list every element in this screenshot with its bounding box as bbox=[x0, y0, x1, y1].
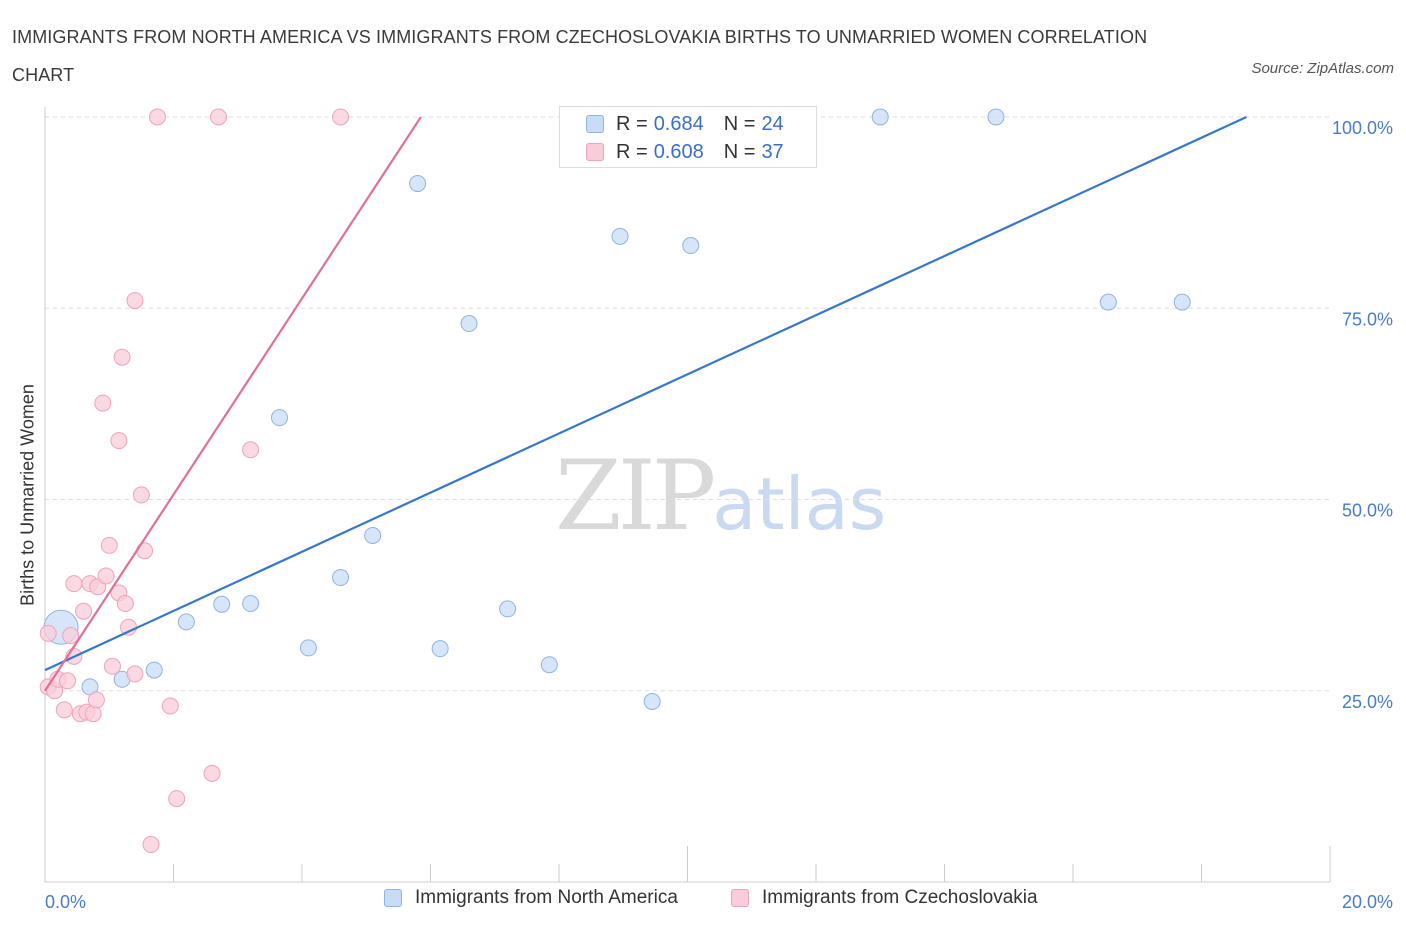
point-north-america bbox=[611, 227, 629, 245]
point-north-america bbox=[364, 526, 382, 544]
point-czechoslovakia bbox=[168, 790, 186, 808]
chart-title: IMMIGRANTS FROM NORTH AMERICA VS IMMIGRA… bbox=[12, 27, 1148, 85]
correlation-legend: R = 0.684 N = 24 R = 0.608 N = 37 bbox=[559, 106, 817, 168]
y-tick-label: 75.0% bbox=[1342, 309, 1393, 329]
point-czechoslovakia bbox=[136, 542, 154, 560]
point-czechoslovakia bbox=[58, 672, 76, 690]
point-czechoslovakia bbox=[116, 595, 134, 613]
legend-r-label: R = bbox=[616, 140, 648, 163]
point-north-america bbox=[1099, 293, 1117, 311]
point-czechoslovakia bbox=[84, 705, 102, 723]
tick-labels: 25.0% 50.0% 75.0% 100.0% 0.0% 20.0% bbox=[45, 118, 1393, 912]
watermark-atlas: atlas bbox=[712, 462, 887, 546]
point-czechoslovakia bbox=[126, 292, 144, 310]
watermark-zip: ZIP bbox=[555, 440, 716, 552]
point-north-america bbox=[1173, 293, 1191, 311]
legend-swatch-blue bbox=[384, 889, 402, 907]
point-czechoslovakia bbox=[103, 657, 121, 675]
legend-n-value: 24 bbox=[761, 112, 784, 135]
grid-lines bbox=[45, 116, 1330, 692]
data-points bbox=[39, 108, 1191, 854]
point-czechoslovakia bbox=[332, 108, 350, 126]
y-tick-label: 100.0% bbox=[1332, 118, 1393, 138]
point-czechoslovakia bbox=[148, 108, 166, 126]
point-north-america bbox=[332, 569, 350, 587]
point-czechoslovakia bbox=[94, 394, 112, 412]
point-north-america bbox=[460, 315, 478, 333]
source-label: Source: ZipAtlas.com bbox=[1251, 60, 1394, 77]
point-north-america bbox=[145, 661, 163, 679]
legend-swatch-blue bbox=[586, 115, 604, 133]
point-czechoslovakia bbox=[62, 627, 80, 645]
legend-r-label: R = bbox=[616, 112, 648, 135]
point-czechoslovakia bbox=[126, 665, 144, 683]
legend-item-czechoslovakia: Immigrants from Czechoslovakia bbox=[731, 887, 1038, 909]
legend-n-value: 37 bbox=[761, 140, 784, 163]
point-czechoslovakia bbox=[242, 441, 260, 459]
legend-n-label: N = bbox=[723, 112, 756, 135]
point-czechoslovakia bbox=[142, 836, 160, 854]
point-north-america bbox=[409, 175, 427, 193]
point-north-america bbox=[499, 600, 517, 618]
point-czechoslovakia bbox=[132, 486, 150, 504]
point-north-america bbox=[271, 409, 289, 427]
watermark: ZIPatlas bbox=[555, 440, 886, 552]
point-north-america bbox=[431, 640, 449, 658]
point-czechoslovakia bbox=[110, 432, 128, 450]
point-north-america bbox=[299, 639, 317, 657]
legend-row-czechoslovakia: R = 0.608 N = 37 bbox=[586, 139, 784, 165]
legend-r-value: 0.608 bbox=[653, 140, 704, 163]
point-north-america bbox=[177, 613, 195, 631]
x-tick-label-left: 0.0% bbox=[45, 892, 86, 912]
point-north-america bbox=[682, 237, 700, 255]
y-tick-label: 25.0% bbox=[1342, 692, 1393, 712]
point-czechoslovakia bbox=[97, 567, 115, 585]
legend-label: Immigrants from Czechoslovakia bbox=[762, 887, 1038, 908]
legend-row-north-america: R = 0.684 N = 24 bbox=[586, 111, 784, 137]
point-north-america bbox=[213, 595, 231, 613]
trend-line-czechoslovakia bbox=[44, 116, 422, 692]
point-north-america bbox=[871, 108, 889, 126]
legend-label: Immigrants from North America bbox=[415, 887, 678, 908]
series-legend: Immigrants from North America Immigrants… bbox=[0, 887, 1406, 917]
y-tick-label: 50.0% bbox=[1342, 501, 1393, 521]
point-north-america bbox=[540, 656, 558, 674]
axes bbox=[44, 107, 1331, 883]
point-czechoslovakia bbox=[87, 691, 105, 709]
point-north-america bbox=[643, 692, 661, 710]
point-czechoslovakia bbox=[203, 764, 221, 782]
trend-lines bbox=[44, 116, 1247, 692]
point-czechoslovakia bbox=[75, 602, 93, 620]
legend-n-label: N = bbox=[723, 140, 756, 163]
point-czechoslovakia bbox=[161, 697, 179, 715]
point-north-america bbox=[242, 595, 260, 613]
legend-r-value: 0.684 bbox=[653, 112, 704, 135]
point-north-america bbox=[987, 108, 1005, 126]
legend-swatch-pink bbox=[731, 889, 749, 907]
x-tick-label-right: 20.0% bbox=[1342, 892, 1393, 912]
point-czechoslovakia bbox=[113, 348, 131, 366]
legend-swatch-pink bbox=[586, 143, 604, 161]
trend-line-north-america bbox=[44, 116, 1247, 672]
point-czechoslovakia bbox=[100, 536, 118, 554]
point-czechoslovakia bbox=[65, 575, 83, 593]
point-czechoslovakia bbox=[209, 108, 227, 126]
point-czechoslovakia bbox=[39, 624, 57, 642]
legend-item-north-america: Immigrants from North America bbox=[384, 887, 678, 909]
point-czechoslovakia bbox=[55, 701, 73, 719]
